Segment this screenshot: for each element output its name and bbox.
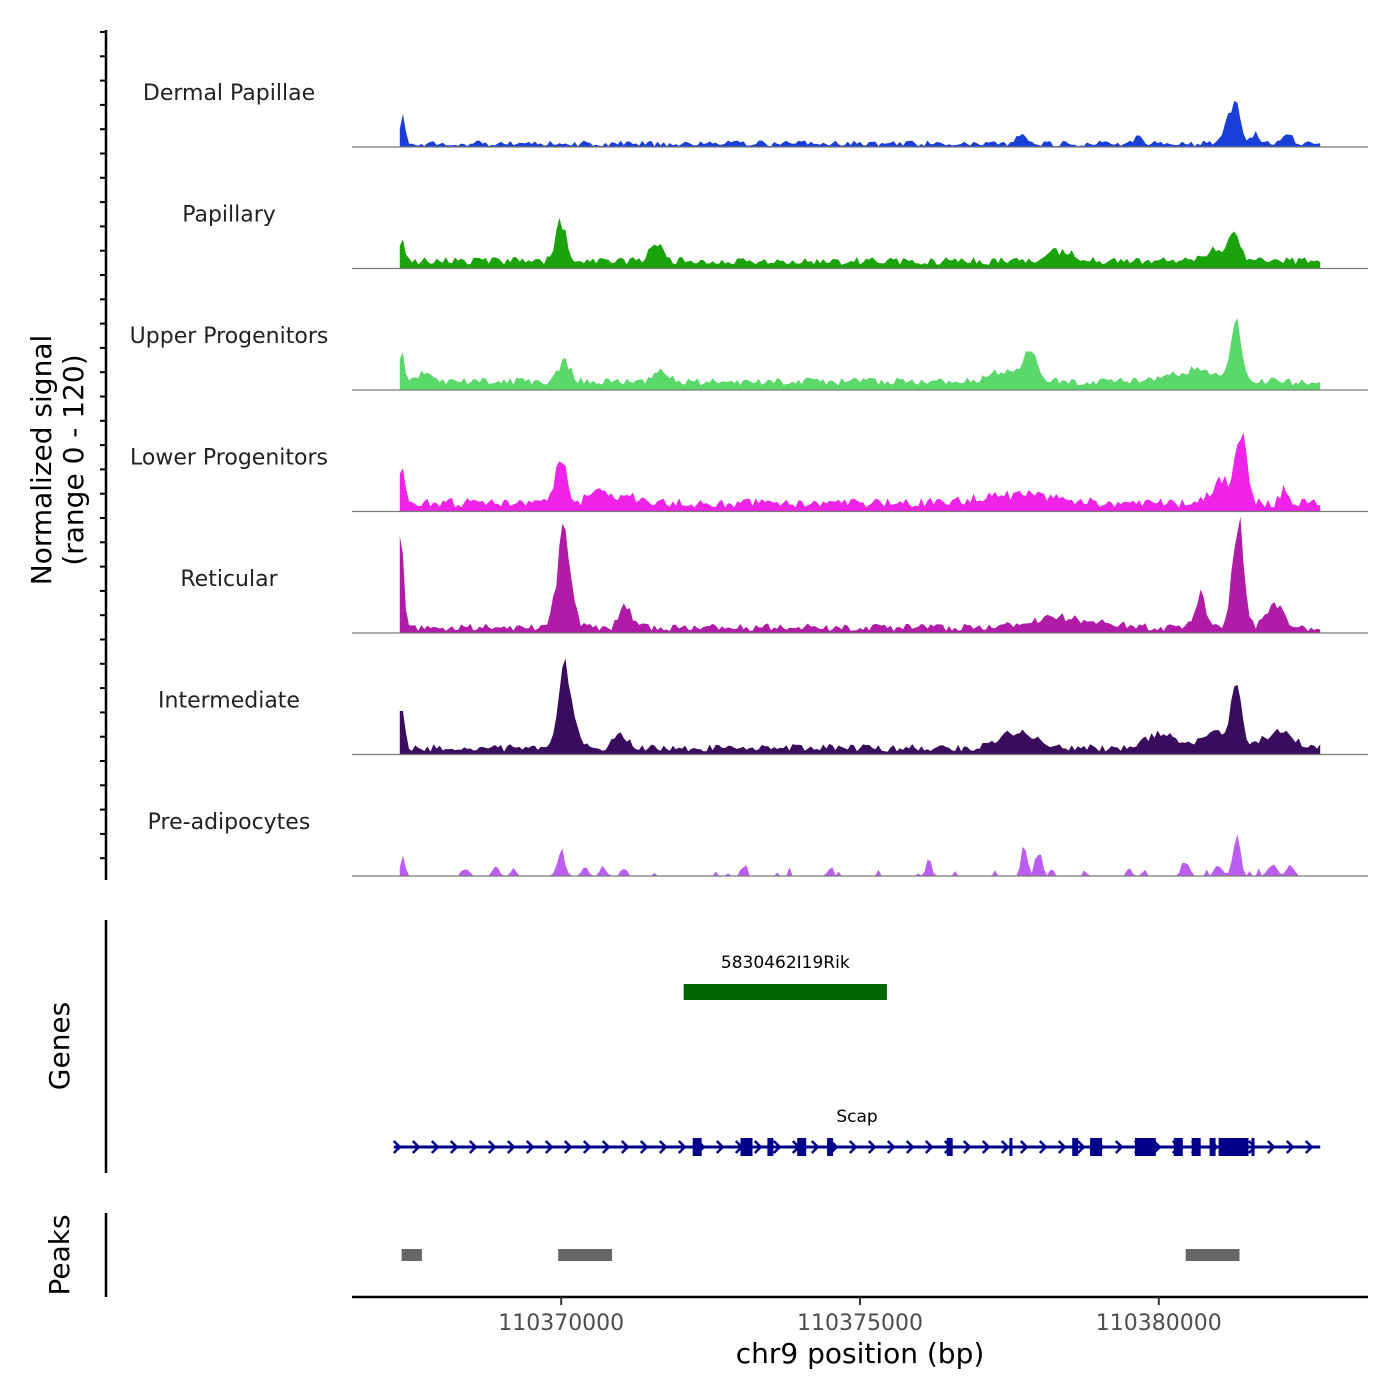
strand-arrow (430, 1140, 440, 1154)
strand-arrow (1019, 1140, 1029, 1154)
y-axis-label: Normalized signal (25, 335, 58, 586)
coverage-area (399, 432, 1321, 511)
strand-arrow (639, 1140, 649, 1154)
coverage-area (399, 834, 1321, 876)
strand-arrow (981, 1140, 991, 1154)
track-label: Pre-adipocytes (148, 810, 311, 835)
gene-exon (827, 1138, 834, 1156)
strand-arrow (620, 1140, 630, 1154)
x-tick-label: 110380000 (1096, 1311, 1222, 1336)
peaks-track-label: Peaks (43, 1214, 76, 1295)
track-label: Dermal Papillae (143, 81, 315, 106)
coverage-area (399, 100, 1321, 147)
gene-model: 5830462I19Rik (683, 953, 887, 1000)
strand-arrow (411, 1140, 421, 1154)
strand-arrow (962, 1140, 972, 1154)
y-axis-title: Normalized signal (range 0 - 120) (25, 335, 90, 586)
coverage-area (399, 217, 1321, 268)
coverage-axis (100, 30, 108, 880)
x-tick-label: 110370000 (498, 1311, 624, 1336)
coverage-area (399, 317, 1321, 390)
strand-arrow (1266, 1140, 1276, 1154)
gene-exon (1191, 1138, 1201, 1156)
strand-arrow (563, 1140, 573, 1154)
gene-exon (1090, 1138, 1103, 1156)
strand-arrow (1114, 1140, 1124, 1154)
strand-arrow (886, 1140, 896, 1154)
gene-exon (946, 1138, 953, 1156)
peak-region (1185, 1249, 1240, 1261)
strand-arrow (525, 1140, 535, 1154)
strand-arrow (715, 1140, 725, 1154)
gene-label: Scap (836, 1107, 877, 1127)
strand-arrow (506, 1140, 516, 1154)
track-label: Reticular (180, 567, 278, 592)
gene-exon (1209, 1138, 1216, 1156)
track-label: Lower Progenitors (130, 446, 328, 471)
gene-exon (1173, 1138, 1183, 1156)
strand-arrow (772, 1140, 782, 1154)
x-tick-label: 110375000 (797, 1311, 923, 1336)
peak-region (558, 1249, 612, 1261)
genes-track-label: Genes (43, 1002, 76, 1090)
peaks-track (401, 1249, 1240, 1261)
track-label: Papillary (182, 203, 276, 228)
gene-model: Scap (392, 1107, 1321, 1156)
gene-exon (1218, 1138, 1249, 1156)
strand-arrow (1285, 1140, 1295, 1154)
strand-arrow (1247, 1140, 1257, 1154)
coverage-track: Papillary (182, 203, 1368, 270)
genes-track: 5830462I19Rik Scap (392, 953, 1321, 1156)
gene-exon (1251, 1138, 1255, 1156)
coverage-track: Reticular (180, 516, 1368, 634)
strand-arrow (601, 1140, 611, 1154)
strand-arrow (392, 1140, 402, 1154)
strand-arrow (924, 1140, 934, 1154)
coverage-tracks: Dermal Papillae Papillary Upper Progenitor… (130, 81, 1368, 877)
strand-arrow (1057, 1140, 1067, 1154)
gene-exon (683, 984, 887, 1000)
strand-arrow (848, 1140, 858, 1154)
strand-arrow (677, 1140, 687, 1154)
gene-exon (1134, 1138, 1156, 1156)
coverage-track: Upper Progenitors (130, 317, 1368, 391)
coverage-track: Dermal Papillae (143, 81, 1368, 148)
peak-region (401, 1249, 422, 1261)
coverage-track: Intermediate (158, 658, 1368, 756)
coverage-track: Lower Progenitors (130, 432, 1368, 513)
x-axis-ticks: 110370000 110375000 110380000 (498, 1297, 1222, 1336)
strand-arrow (449, 1140, 459, 1154)
strand-arrow (658, 1140, 668, 1154)
strand-arrow (487, 1140, 497, 1154)
track-label: Upper Progenitors (130, 324, 329, 349)
strand-arrow (544, 1140, 554, 1154)
strand-arrow (582, 1140, 592, 1154)
strand-arrow (867, 1140, 877, 1154)
x-axis-label: chr9 position (bp) (736, 1337, 985, 1370)
track-label: Intermediate (158, 689, 300, 714)
strand-arrow (1000, 1140, 1010, 1154)
gene-exon (692, 1138, 702, 1156)
gene-exon (740, 1138, 753, 1156)
strand-arrow (1076, 1140, 1086, 1154)
strand-arrow (468, 1140, 478, 1154)
gene-exon (767, 1138, 774, 1156)
gene-label: 5830462I19Rik (721, 953, 850, 973)
strand-arrow (1038, 1140, 1048, 1154)
coverage-area (399, 516, 1321, 633)
strand-arrow (1304, 1140, 1314, 1154)
gene-exon (1009, 1138, 1013, 1156)
gene-exon (797, 1138, 807, 1156)
coverage-track: Pre-adipocytes (148, 810, 1368, 877)
coverage-area (399, 658, 1321, 754)
strand-arrow (905, 1140, 915, 1154)
y-axis-range-label: (range 0 - 120) (57, 354, 90, 565)
strand-arrow (810, 1140, 820, 1154)
strand-arrow (753, 1140, 763, 1154)
gene-exon (1072, 1138, 1079, 1156)
